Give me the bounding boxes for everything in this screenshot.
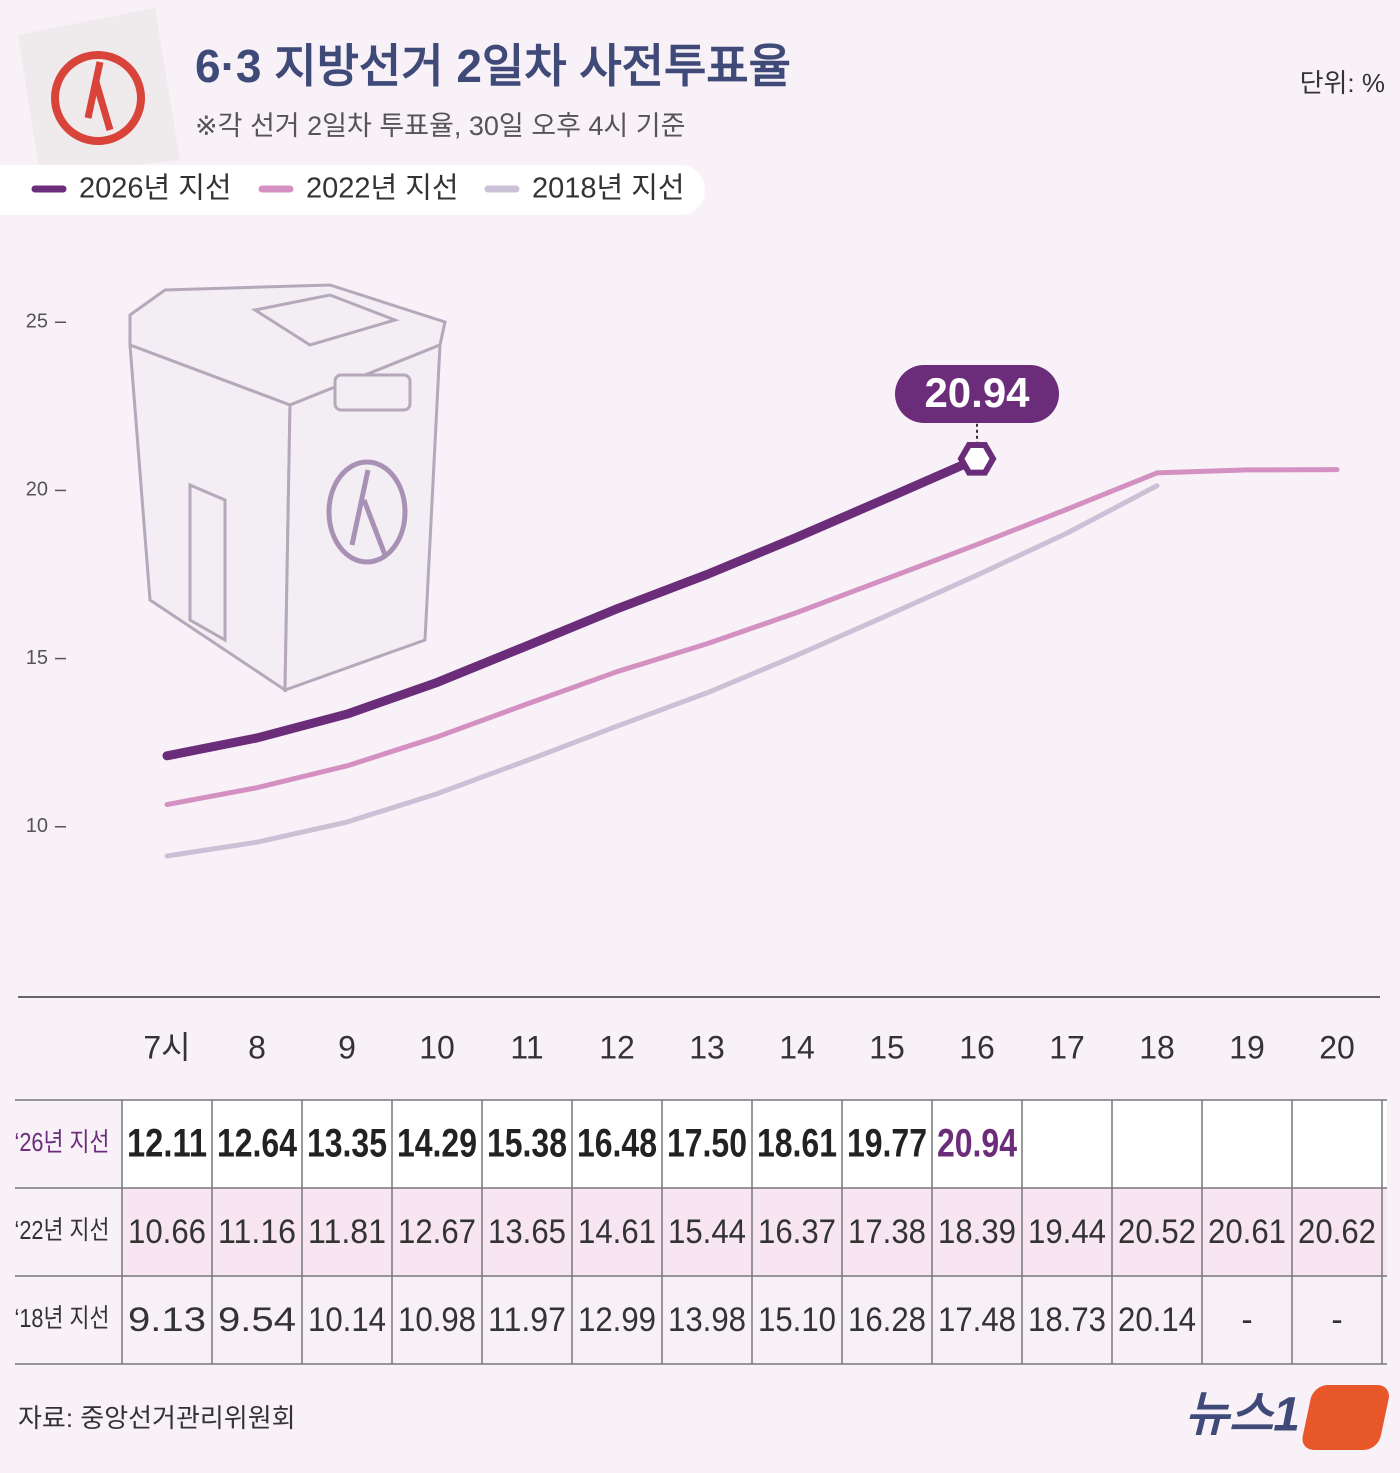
table-value: 9.13 (128, 1301, 206, 1339)
logo-badge (1302, 1385, 1389, 1450)
table-value: 14.61 (578, 1213, 656, 1251)
table-row (122, 1100, 1387, 1188)
table-value: 17.50 (667, 1122, 747, 1166)
table-value: 17.38 (848, 1213, 926, 1251)
table-value: 15.10 (758, 1301, 836, 1339)
x-tick-label: 16 (959, 1029, 995, 1065)
table-value: 10.98 (398, 1301, 476, 1339)
table-value: 11.81 (308, 1213, 386, 1251)
point-marker (957, 441, 997, 476)
line-series (164, 483, 1160, 859)
table-value: 19.77 (847, 1122, 927, 1166)
table-value: 15.44 (668, 1213, 746, 1251)
table-value: - (1331, 1301, 1342, 1339)
legend-box (0, 165, 705, 215)
x-tick-label: 20 (1319, 1029, 1355, 1065)
table-value: 16.48 (577, 1122, 657, 1166)
table-value: 17.48 (938, 1301, 1016, 1339)
table-value: 15.38 (487, 1122, 567, 1166)
x-tick-label: 11 (510, 1029, 543, 1065)
table-value: 18.61 (757, 1122, 837, 1166)
ballot-icon (18, 8, 180, 175)
callout-box (895, 365, 1059, 423)
x-tick-label: 8 (248, 1029, 266, 1065)
table-row (122, 1276, 1387, 1364)
table-value: 10.66 (128, 1213, 206, 1251)
table-value: 13.98 (668, 1301, 746, 1339)
x-tick-label: 10 (419, 1029, 455, 1065)
table-value: 12.67 (398, 1213, 476, 1251)
table-value: 20.61 (1208, 1213, 1286, 1251)
x-tick-label: 14 (779, 1029, 815, 1065)
table-value: 14.29 (397, 1122, 477, 1166)
table-value: 13.65 (488, 1213, 566, 1251)
unit: 단위: % (1300, 68, 1385, 98)
table-value: 13.35 (307, 1122, 387, 1166)
table-value: 16.28 (848, 1301, 926, 1339)
table-value: 16.37 (758, 1213, 836, 1251)
row-label: ‘26년 지선 (15, 1127, 110, 1157)
line-series (164, 467, 1340, 808)
table-value: 11.16 (218, 1213, 296, 1251)
x-tick-label: 12 (599, 1029, 635, 1065)
table-row (122, 1188, 1387, 1276)
logo: 뉴스1 (1185, 1389, 1300, 1442)
callout-label: 20.94 (924, 369, 1030, 416)
row-label: ‘22년 지선 (15, 1215, 110, 1245)
x-tick-label: 13 (689, 1029, 725, 1065)
table-value: 20.14 (1118, 1301, 1196, 1339)
y-tick-label: 20 (26, 479, 48, 501)
row-label: ‘18년 지선 (15, 1303, 110, 1333)
x-tick-label: 15 (869, 1029, 905, 1065)
x-tick-label: 7시 (143, 1029, 190, 1065)
subtitle: ※각 선거 2일차 투표율, 30일 오후 4시 기준 (195, 111, 685, 141)
x-tick-label: 18 (1139, 1029, 1175, 1065)
table-value: 19.44 (1028, 1213, 1106, 1251)
ballot-box (128, 283, 447, 693)
table-value: 11.97 (488, 1301, 566, 1339)
table-value: 12.64 (217, 1122, 298, 1166)
table-value: 9.54 (218, 1301, 296, 1339)
table-value: 12.11 (127, 1122, 207, 1166)
table-value: 12.99 (578, 1301, 656, 1339)
y-tick-label: 15 (26, 647, 48, 669)
x-tick-label: 9 (338, 1029, 356, 1065)
legend-label: 2026년 지선 (79, 173, 232, 205)
table-value: - (1241, 1301, 1252, 1339)
table-value: 20.94 (937, 1122, 1018, 1166)
x-tick-label: 17 (1049, 1029, 1085, 1065)
y-tick-label: 10 (26, 815, 48, 837)
table-value: 20.62 (1298, 1213, 1376, 1251)
x-tick-label: 19 (1229, 1029, 1265, 1065)
legend-label: 2018년 지선 (532, 173, 685, 205)
y-tick-label: 25 (26, 311, 48, 333)
title: 6·3 지방선거 2일차 사전투표율 (195, 40, 791, 92)
legend-label: 2022년 지선 (306, 173, 459, 205)
table-value: 10.14 (308, 1301, 386, 1339)
table-value: 18.73 (1028, 1301, 1106, 1339)
table-value: 20.52 (1118, 1213, 1196, 1251)
source: 자료: 중앙선거관리위원회 (18, 1403, 296, 1433)
table-value: 18.39 (938, 1213, 1016, 1251)
line-series (162, 454, 982, 761)
